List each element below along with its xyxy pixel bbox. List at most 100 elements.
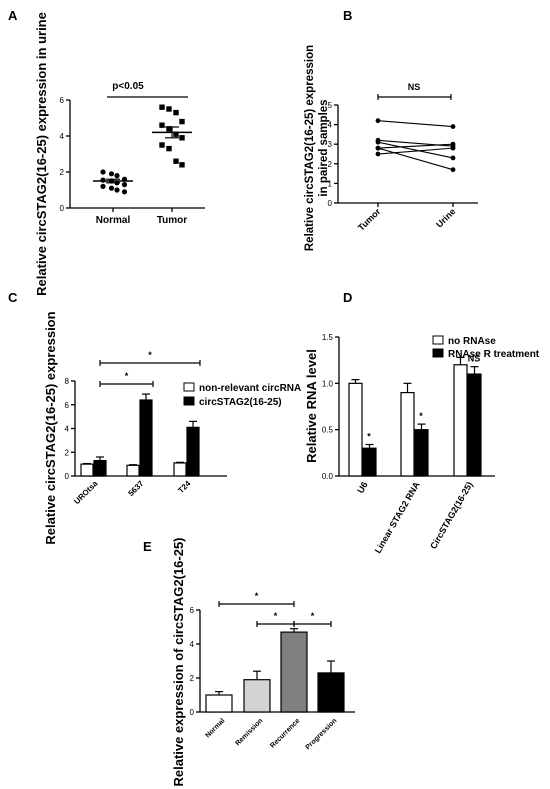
- panel-d-bar: [467, 373, 482, 477]
- panel-a-point-tumor: [159, 142, 165, 148]
- panel-b-point: [375, 151, 381, 157]
- panel-a-point-tumor: [166, 126, 172, 132]
- panel-d-y-axis-title: Relative RNA level: [304, 349, 319, 463]
- panel-c-y-tick-label: 2: [65, 448, 70, 457]
- panel-a-point-normal: [121, 182, 128, 188]
- panel-label-b: B: [343, 8, 352, 23]
- panel-b-y-tick-label: 1: [328, 179, 333, 188]
- panel-d-legend-label: no RNAse: [448, 336, 496, 347]
- panel-d-y-tick-label: 1.5: [322, 333, 334, 342]
- panel-b-pair-line: [377, 147, 454, 155]
- panel-e-y-tick-label: 2: [190, 674, 195, 683]
- panel-e-y-tick-label: 4: [190, 640, 195, 649]
- panel-d-bar: [348, 382, 363, 477]
- panel-c-bar: [173, 462, 187, 477]
- panel-a-x-tick-label: Tumor: [157, 215, 187, 226]
- panel-d-x-tick-label: Linear STAG2 RNA: [373, 480, 422, 555]
- panel-a-point-tumor: [166, 145, 172, 152]
- panel-b-y-tick-label: 2: [328, 160, 333, 169]
- panel-e: E 0 2 4 6 Relative expression of circSTAG2(16…: [143, 537, 355, 787]
- panel-e-x-tick-label: Normal: [204, 717, 226, 739]
- panel-b-point: [450, 167, 456, 173]
- panel-c: C 0 2 4 6 8 Relative circSTAG2(16-25) expressi…: [8, 290, 301, 545]
- panel-label-a: A: [8, 8, 18, 23]
- panel-e-x-tick-label: Remission: [234, 717, 264, 747]
- panel-a: A 0 2 4 6 Relative circSTAG2(16-25) expressio…: [8, 8, 205, 296]
- panel-b-pair-line: [377, 147, 454, 171]
- panel-c-legend-swatch: [183, 396, 195, 406]
- panel-b-y-axis-title: Relative circSTAG2(16-25) expression: [304, 45, 316, 251]
- panel-c-y-tick-label: 4: [65, 425, 70, 434]
- panel-a-point-tumor: [179, 162, 185, 168]
- panel-a-point-tumor: [179, 135, 185, 141]
- panel-a-y-tick-label: 6: [60, 96, 65, 105]
- panel-e-bar: [317, 672, 345, 713]
- panel-b-point: [450, 155, 456, 161]
- panel-c-y-axis-title: Relative circSTAG2(16-25) expression: [43, 311, 58, 544]
- panel-c-bar: [126, 464, 140, 477]
- panel-e-bar: [205, 694, 233, 713]
- panel-b-x-tick-label: Urine: [434, 206, 457, 229]
- panel-c-bar: [186, 426, 200, 477]
- panel-label-c: C: [8, 290, 18, 305]
- panel-label-d: D: [343, 290, 352, 305]
- panel-a-point-tumor: [173, 109, 179, 116]
- panel-e-sig-bracket-label: *: [274, 611, 278, 621]
- panel-a-point-normal: [100, 169, 106, 175]
- panel-a-y-tick-label: 2: [60, 168, 65, 177]
- panel-d-sig-label: *: [367, 431, 371, 441]
- panel-d-sig-label: NS: [468, 354, 481, 364]
- panel-c-x-tick-label: UROtsa: [72, 479, 99, 506]
- panel-b-point: [450, 141, 456, 147]
- panel-a-point-tumor: [159, 122, 165, 128]
- panel-c-legend-label: non-relevant circRNA: [199, 383, 301, 394]
- panel-b-pair-line: [377, 143, 454, 149]
- panel-c-y-tick-label: 0: [65, 472, 70, 481]
- panel-a-point-tumor: [166, 106, 172, 112]
- panel-d-bar: [453, 364, 468, 477]
- panel-d-bar: [400, 392, 415, 477]
- panel-a-point-tumor: [179, 118, 185, 125]
- panel-e-y-tick-label: 6: [190, 606, 195, 615]
- panel-b-point: [450, 145, 456, 151]
- panel-c-legend-label: circSTAG2(16-25): [199, 397, 282, 408]
- panel-c-bar: [139, 399, 153, 477]
- panel-b-y-axis-title: in paired samples: [318, 99, 330, 196]
- panel-a-y-axis-title: Relative circSTAG2(16-25) expression in …: [34, 12, 49, 296]
- panel-b-pair-line: [377, 120, 454, 128]
- panel-a-y-tick-label: 0: [60, 204, 65, 213]
- panel-b-x-tick-label: Tumor: [356, 206, 383, 233]
- panel-c-sig-bracket-label: *: [125, 371, 129, 381]
- panel-a-point-normal: [108, 185, 115, 191]
- panel-e-bar: [243, 679, 271, 713]
- panel-a-x-tick-label: Normal: [96, 215, 131, 226]
- panel-a-point-tumor: [173, 131, 179, 137]
- panel-d-legend-swatch: [432, 348, 444, 358]
- panel-c-sig-bracket-label: *: [148, 350, 152, 360]
- panel-a-point-tumor: [159, 104, 165, 110]
- panel-d-y-tick-label: 0.0: [322, 472, 334, 481]
- panel-d-legend-label: RNAse R treatment: [448, 349, 540, 360]
- panel-b-point: [375, 145, 381, 151]
- panel-c-bar: [93, 459, 107, 477]
- panel-d-legend-swatch: [432, 335, 444, 345]
- panel-d-bar: [414, 429, 429, 477]
- panel-a-point-tumor: [173, 158, 179, 164]
- panel-e-sig-bracket-label: *: [311, 611, 315, 621]
- panel-a-point-normal: [114, 173, 120, 179]
- panel-d-x-tick-label: CircSTAG2(16-25): [428, 480, 475, 551]
- panel-b-pair-line: [377, 141, 454, 159]
- panel-b-point: [375, 139, 381, 145]
- panel-c-y-tick-label: 6: [65, 401, 70, 410]
- panel-d-y-tick-label: 1.0: [322, 379, 334, 388]
- panel-e-x-tick-label: Progression: [305, 717, 339, 751]
- panel-b: B 0 1 2 3 4 5 Relative circSTAG2(16-25) express…: [304, 8, 478, 251]
- panel-a-point-normal: [108, 171, 115, 177]
- panel-b-point: [375, 118, 381, 124]
- panel-d-bar: [362, 447, 377, 477]
- panel-b-point: [450, 124, 456, 129]
- panel-a-point-normal: [121, 189, 128, 195]
- panel-c-x-tick-label: 5637: [126, 479, 145, 498]
